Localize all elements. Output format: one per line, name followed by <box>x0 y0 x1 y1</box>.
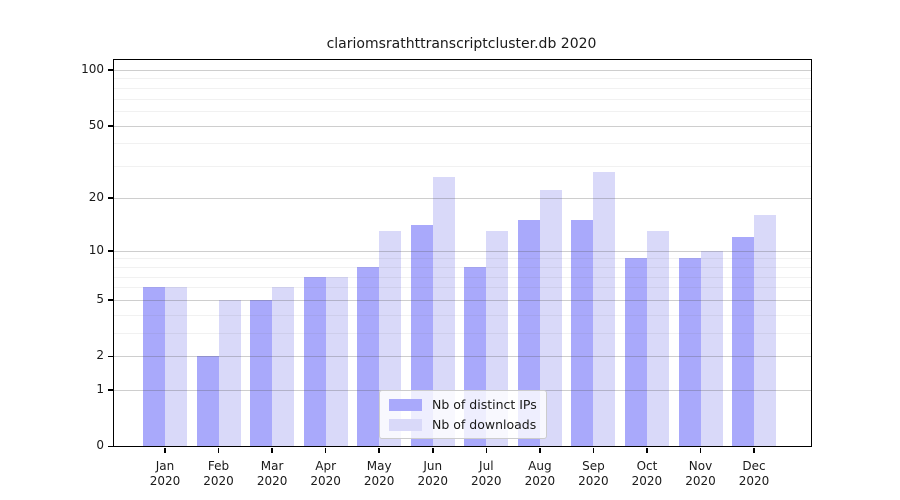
legend-item-downloads: Nb of downloads <box>389 417 537 432</box>
bar-ips-sep <box>571 220 594 446</box>
y-tick-5 <box>108 299 113 301</box>
legend-item-distinct-ips: Nb of distinct IPs <box>389 397 537 412</box>
x-tick-aug <box>539 448 541 453</box>
y-tick-100 <box>108 69 113 71</box>
bar-ips-aug <box>517 220 540 446</box>
bar-ips-may <box>357 266 380 446</box>
legend-label-distinct-ips: Nb of distinct IPs <box>432 397 537 412</box>
bar-ips-apr <box>303 276 326 446</box>
y-tick-0 <box>108 445 113 447</box>
y-tick-2 <box>108 355 113 358</box>
x-tick-label-may: May 2020 <box>363 458 395 489</box>
legend: Nb of distinct IPs Nb of downloads <box>379 390 547 439</box>
bar-downloads-aug <box>539 190 562 446</box>
x-tick-jun <box>432 448 434 453</box>
bar-ips-nov <box>678 258 701 446</box>
y-tick-label-5: 5 <box>96 291 104 306</box>
x-tick-mar <box>271 448 273 453</box>
y-tick-20 <box>108 197 113 199</box>
bar-downloads-oct <box>646 230 669 446</box>
bar-downloads-feb <box>218 299 241 446</box>
x-tick-label-oct: Oct 2020 <box>631 458 663 489</box>
x-tick-label-jul: Jul 2020 <box>471 458 502 489</box>
x-tick-label-jun: Jun 2020 <box>417 458 449 489</box>
x-tick-apr <box>324 448 327 453</box>
y-tick-label-100: 100 <box>81 61 104 76</box>
y-tick-10 <box>108 250 113 252</box>
x-tick-label-sep: Sep 2020 <box>578 458 609 489</box>
y-tick-label-20: 20 <box>88 189 104 204</box>
bar-downloads-dec <box>754 215 777 446</box>
x-tick-nov <box>699 448 702 453</box>
y-tick-label-50: 50 <box>88 117 104 132</box>
bar-ips-mar <box>250 299 273 446</box>
legend-swatch-downloads <box>389 418 422 431</box>
y-tick-label-1: 1 <box>96 381 104 396</box>
bars-layer <box>114 60 811 446</box>
y-tick-label-10: 10 <box>88 242 104 257</box>
bar-downloads-mar <box>272 287 295 446</box>
bar-ips-dec <box>732 236 755 446</box>
x-tick-jan <box>164 448 166 453</box>
x-tick-label-feb: Feb 2020 <box>203 458 234 489</box>
x-tick-sep <box>592 448 595 453</box>
y-tick-label-0: 0 <box>96 438 104 452</box>
bar-ips-feb <box>196 356 219 446</box>
x-tick-label-mar: Mar 2020 <box>256 458 288 489</box>
bar-downloads-jun <box>432 177 455 446</box>
bar-downloads-sep <box>593 171 616 446</box>
x-tick-label-apr: Apr 2020 <box>310 458 341 489</box>
legend-label-downloads: Nb of downloads <box>432 417 537 432</box>
x-tick-jul <box>485 448 488 453</box>
y-tick-label-2: 2 <box>96 348 104 363</box>
x-tick-label-nov: Nov 2020 <box>685 458 716 489</box>
bar-downloads-apr <box>325 276 348 446</box>
plot-area: Nb of distinct IPs Nb of downloads 0 1 2 5 1… <box>81 59 812 488</box>
x-tick-oct <box>646 448 648 453</box>
x-tick-dec <box>753 448 755 453</box>
bar-ips-jan <box>143 287 165 446</box>
y-tick-50 <box>108 125 113 127</box>
x-tick-feb <box>217 448 220 453</box>
bar-ips-oct <box>624 258 647 446</box>
x-tick-may <box>378 448 380 453</box>
bar-downloads-nov <box>700 250 723 446</box>
x-tick-label-dec: Dec 2020 <box>738 458 770 489</box>
x-tick-label-aug: Aug 2020 <box>524 458 556 489</box>
chart-title: clariomsrathttranscriptcluster.db 2020 <box>326 36 597 52</box>
bar-downloads-jan <box>165 287 187 446</box>
legend-swatch-distinct-ips <box>389 398 422 411</box>
x-tick-label-jan: Jan 2020 <box>149 458 181 489</box>
y-tick-1 <box>108 389 113 391</box>
